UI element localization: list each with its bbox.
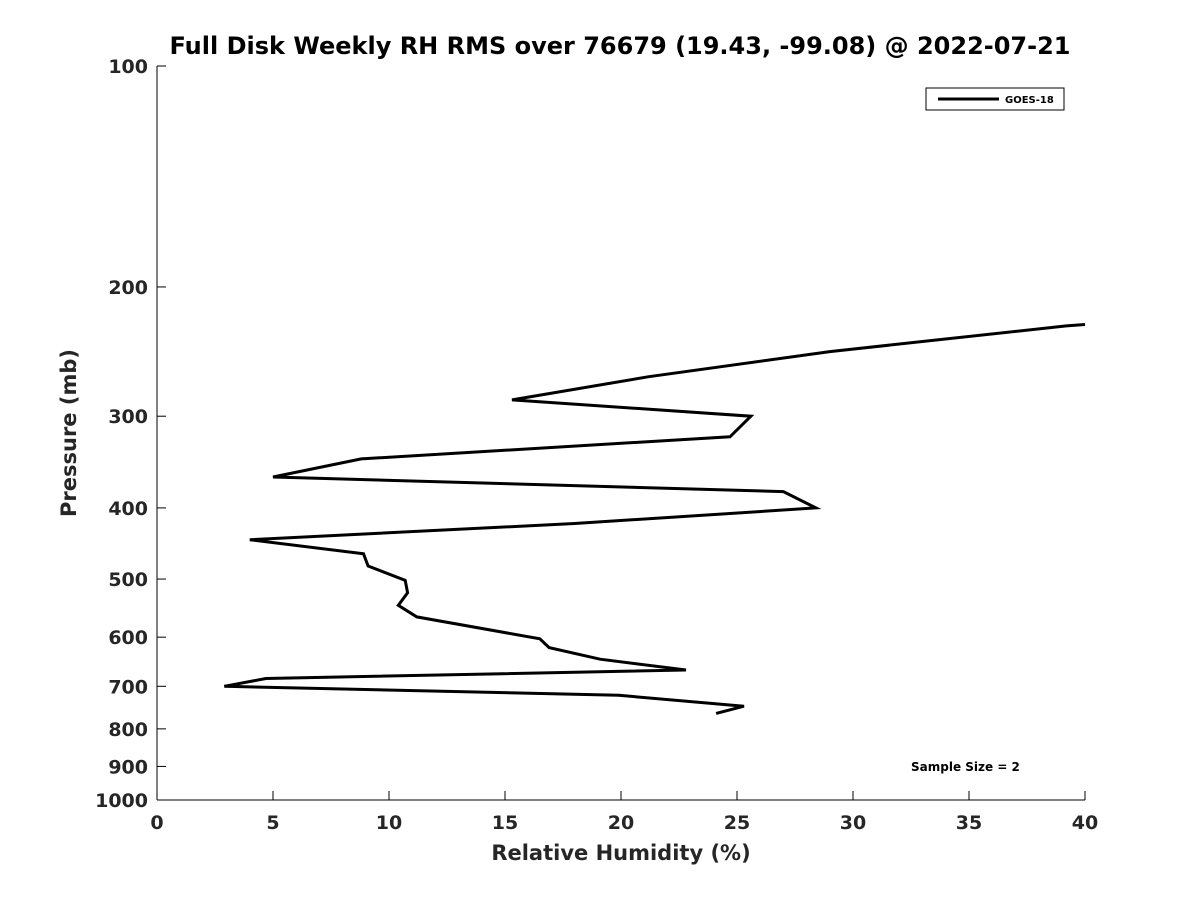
y-tick-label: 600 [108,627,148,649]
y-tick-label: 1000 [95,790,148,812]
legend-label-goes-18: GOES-18 [1005,95,1054,106]
y-tick-label: 800 [108,719,148,741]
y-tick-label: 700 [108,676,148,698]
x-tick-label: 5 [266,812,279,834]
x-tick-label: 20 [608,812,634,834]
y-tick-label: 500 [108,569,148,591]
x-tick-label: 30 [840,812,866,834]
series-group [224,323,1086,715]
x-tick-label: 25 [724,812,750,834]
x-tick-label: 10 [376,812,402,834]
legend: GOES-18 [925,87,1065,111]
y-ticks: 100 200 300 400 500 600 700 800 900 1000 [95,56,166,812]
y-tick-label: 300 [108,406,148,428]
y-tick-label: 100 [108,56,148,78]
x-tick-label: 15 [492,812,518,834]
x-tick-label: 40 [1072,812,1098,834]
sample-size-annotation: Sample Size = 2 [911,760,1020,774]
x-tick-label: 35 [956,812,982,834]
x-axis-label: Relative Humidity (%) [491,841,750,865]
y-tick-label: 400 [108,498,148,520]
y-axis-label: Pressure (mb) [57,349,81,517]
y-tick-label: 200 [108,277,148,299]
series-line-goes-18 [224,323,1086,715]
x-ticks: 0 5 10 15 20 25 30 35 40 [150,791,1098,834]
y-tick-label: 900 [108,756,148,778]
x-tick-label: 0 [150,812,163,834]
chart-title: Full Disk Weekly RH RMS over 76679 (19.4… [169,32,1070,60]
